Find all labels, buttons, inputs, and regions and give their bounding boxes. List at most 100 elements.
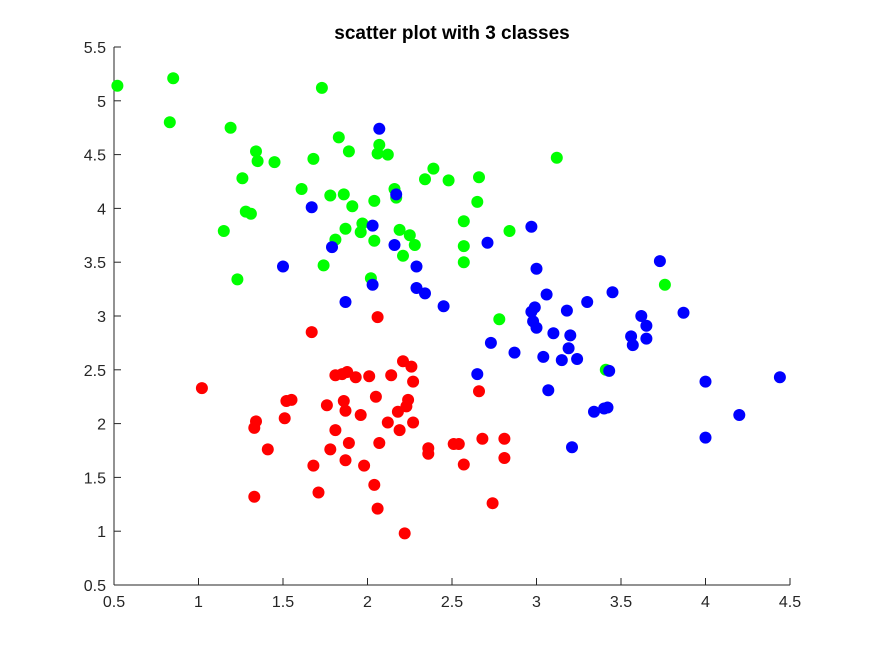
data-point — [564, 329, 577, 342]
data-point — [457, 240, 470, 253]
x-tick-label: 2 — [363, 594, 372, 611]
data-point — [473, 385, 485, 398]
data-point — [368, 234, 381, 247]
x-tick-label: 1.5 — [272, 594, 294, 611]
y-tick-label: 2.5 — [84, 363, 106, 380]
data-point — [606, 286, 619, 299]
data-point — [371, 502, 384, 515]
data-point — [369, 390, 382, 403]
y-tick-label: 3 — [97, 309, 106, 326]
data-point — [339, 454, 352, 467]
data-point — [363, 370, 376, 383]
data-point — [699, 431, 712, 444]
data-point — [525, 220, 538, 233]
data-point — [503, 225, 516, 237]
data-point — [410, 260, 423, 273]
data-point — [231, 273, 244, 286]
data-point — [354, 409, 367, 421]
data-point — [397, 249, 409, 262]
y-tick-label: 4.5 — [84, 148, 106, 165]
data-point — [562, 342, 575, 355]
data-point — [493, 313, 506, 326]
data-point — [658, 278, 671, 291]
data-point — [248, 490, 261, 503]
data-point — [773, 371, 786, 384]
x-tick-label: 4 — [701, 594, 710, 611]
points-group — [111, 72, 786, 540]
data-point — [530, 262, 543, 275]
data-point — [508, 346, 521, 359]
data-point — [403, 229, 416, 242]
y-tick-label: 2 — [97, 417, 106, 434]
data-point — [498, 452, 511, 464]
data-point — [261, 443, 274, 456]
data-point — [339, 222, 352, 235]
data-point — [381, 416, 394, 429]
data-point — [277, 260, 289, 273]
x-tick-label: 4.5 — [779, 594, 801, 611]
data-point — [337, 395, 350, 407]
data-point — [547, 327, 560, 340]
data-point — [346, 200, 359, 213]
data-point — [250, 145, 262, 158]
data-point — [555, 354, 568, 367]
data-point — [457, 256, 470, 269]
data-point — [332, 131, 345, 144]
data-point — [278, 412, 291, 425]
data-point — [358, 459, 371, 472]
tick-group: 0.5 1 1.5 2 2.5 3 3.5 4 4.5 0.5 1 1.5 2 2.5 3 3.5 4 4.5 5 5… — [84, 40, 801, 611]
x-tick-label: 3.5 — [610, 594, 632, 611]
data-point — [248, 421, 261, 434]
data-point — [603, 364, 616, 377]
data-point — [581, 296, 594, 308]
data-point — [407, 375, 420, 388]
data-point — [111, 79, 124, 92]
data-point — [571, 353, 584, 365]
chart-title: scatter plot with 3 classes — [334, 23, 570, 44]
data-point — [537, 350, 550, 363]
y-tick-label: 5.5 — [84, 40, 106, 57]
x-tick-label: 3 — [532, 594, 541, 611]
data-point — [305, 201, 318, 214]
data-point — [373, 122, 386, 135]
data-point — [224, 121, 237, 134]
data-point — [329, 424, 342, 437]
data-point — [368, 478, 381, 491]
data-point — [422, 447, 435, 460]
y-tick-label: 1.5 — [84, 470, 106, 487]
data-point — [427, 162, 440, 175]
data-point — [236, 172, 249, 185]
data-point — [530, 321, 543, 334]
y-tick-label: 3.5 — [84, 255, 106, 272]
data-point — [366, 278, 379, 291]
data-point — [484, 336, 497, 349]
data-point — [388, 239, 401, 251]
data-point — [320, 399, 333, 412]
data-point — [542, 384, 555, 397]
data-point — [349, 371, 362, 384]
data-point — [326, 241, 338, 254]
data-point — [408, 239, 421, 251]
data-point — [312, 486, 325, 499]
data-point — [471, 368, 484, 381]
data-point — [342, 437, 355, 449]
data-point — [733, 409, 746, 421]
data-point — [640, 319, 653, 332]
data-point — [381, 148, 394, 161]
data-point — [410, 282, 423, 294]
data-point — [635, 310, 648, 322]
data-point — [390, 188, 403, 201]
data-point — [407, 416, 420, 429]
data-point — [337, 188, 350, 201]
data-point — [419, 287, 431, 300]
data-point — [419, 173, 431, 186]
data-point — [368, 194, 381, 207]
y-tick-label: 5 — [97, 94, 106, 111]
data-point — [457, 215, 470, 228]
y-tick-label: 4 — [97, 201, 106, 218]
data-point — [385, 369, 398, 382]
y-tick-label: 1 — [97, 524, 106, 541]
data-point — [339, 404, 352, 417]
data-point — [393, 223, 406, 236]
